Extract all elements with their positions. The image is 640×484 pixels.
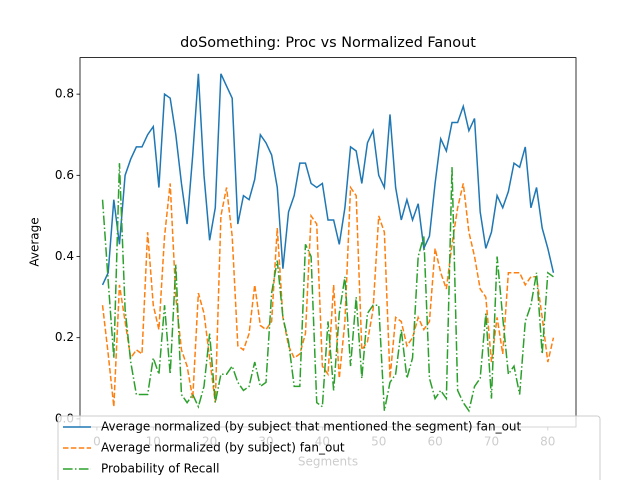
legend-label: Average normalized (by subject) fan_out (101, 441, 345, 455)
chart-title: doSomething: Proc vs Normalized Fanout (180, 35, 476, 51)
series-line (101, 163, 554, 413)
y-tick-label: 0.6 (55, 168, 74, 182)
legend-label: Probability of Recall (101, 462, 219, 476)
series-line (101, 183, 555, 407)
legend-box (57, 415, 601, 484)
y-tick-label: 0.8 (55, 87, 74, 101)
y-tick-label: 0.2 (55, 330, 74, 344)
series-line (101, 73, 555, 286)
y-tick-label: 0.4 (55, 249, 74, 263)
legend-label: Average normalized (by subject that ment… (101, 420, 522, 434)
y-axis-label: Average (28, 217, 42, 266)
